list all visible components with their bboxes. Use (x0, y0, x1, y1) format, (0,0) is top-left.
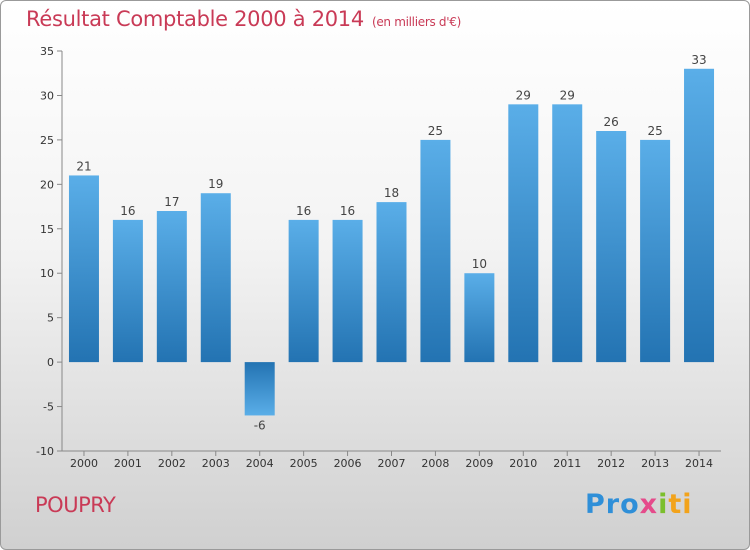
x-tick-label: 2014 (685, 457, 713, 470)
x-tick-label: 2009 (465, 457, 493, 470)
bar (596, 131, 627, 363)
y-tick-label: -10 (36, 445, 54, 458)
bar-value-label: 16 (340, 204, 355, 218)
bar (112, 219, 143, 363)
bars (68, 68, 715, 416)
bar-value-label: 10 (472, 257, 487, 271)
bar-value-label: 29 (560, 88, 575, 102)
x-tick-label: 2013 (641, 457, 669, 470)
bar (156, 211, 187, 363)
axes: 35 30 25 20 15 10 5 0 -5 -10 2000 2001 2002 2003 2004 2… (36, 45, 721, 470)
bar (244, 362, 275, 416)
commune-name: POUPRY (35, 493, 116, 517)
bar (288, 219, 319, 363)
bar-value-label: 26 (604, 115, 619, 129)
bar (640, 139, 671, 363)
y-tick-label: 20 (40, 178, 54, 191)
chart-title: Résultat Comptable 2000 à 2014 (en millie… (26, 7, 461, 31)
x-tick-label: 2000 (70, 457, 98, 470)
bar (332, 219, 363, 363)
bar-value-label: 16 (120, 204, 135, 218)
y-tick-label: 25 (40, 134, 54, 147)
bar-value-label: 17 (164, 195, 179, 209)
y-tick-label: 30 (40, 89, 54, 102)
y-tick-label: 10 (40, 267, 54, 280)
proxiti-logo: Proxiti (585, 489, 693, 520)
bar (552, 104, 583, 363)
logo-part-2: x (639, 489, 659, 520)
bar-value-label: 16 (296, 204, 311, 218)
y-tick-label: -5 (43, 401, 54, 414)
value-labels: 21 16 17 19 -6 16 16 18 25 10 29 29 26 25 33 (76, 53, 706, 433)
chart-subtitle: (en milliers d'€) (371, 15, 461, 29)
bar (684, 68, 715, 363)
chart-title-text: Résultat Comptable 2000 à 2014 (26, 7, 364, 31)
x-tick-label: 2004 (246, 457, 274, 470)
y-tick-label: 0 (47, 356, 54, 369)
bar-value-label: 25 (647, 124, 662, 138)
bar-value-label: 21 (76, 159, 91, 173)
bar-value-label: -6 (254, 418, 266, 432)
x-tick-label: 2012 (597, 457, 625, 470)
bar (420, 139, 451, 363)
x-tick-label: 2010 (509, 457, 537, 470)
x-tick-label: 2006 (334, 457, 362, 470)
bar (68, 175, 99, 363)
logo-part-4: ti (668, 489, 693, 520)
x-tick-label: 2011 (553, 457, 581, 470)
x-tick-label: 2003 (202, 457, 230, 470)
bar (376, 202, 407, 363)
bar (464, 273, 495, 363)
bar-value-label: 18 (384, 186, 399, 200)
y-tick-label: 5 (47, 312, 54, 325)
x-tick-label: 2007 (378, 457, 406, 470)
y-tick-label: 35 (40, 45, 54, 58)
bar (508, 104, 539, 363)
bar (200, 193, 231, 363)
x-tick-label: 2001 (114, 457, 142, 470)
logo-part-3: i (658, 489, 669, 520)
bar-value-label: 33 (691, 53, 706, 67)
bar-value-label: 19 (208, 177, 223, 191)
x-tick-label: 2008 (421, 457, 449, 470)
x-tick-label: 2005 (290, 457, 318, 470)
x-tick-label: 2002 (158, 457, 186, 470)
bar-value-label: 29 (516, 88, 531, 102)
bar-value-label: 25 (428, 124, 443, 138)
y-tick-label: 15 (40, 223, 54, 236)
logo-part-1: Pro (585, 489, 640, 520)
